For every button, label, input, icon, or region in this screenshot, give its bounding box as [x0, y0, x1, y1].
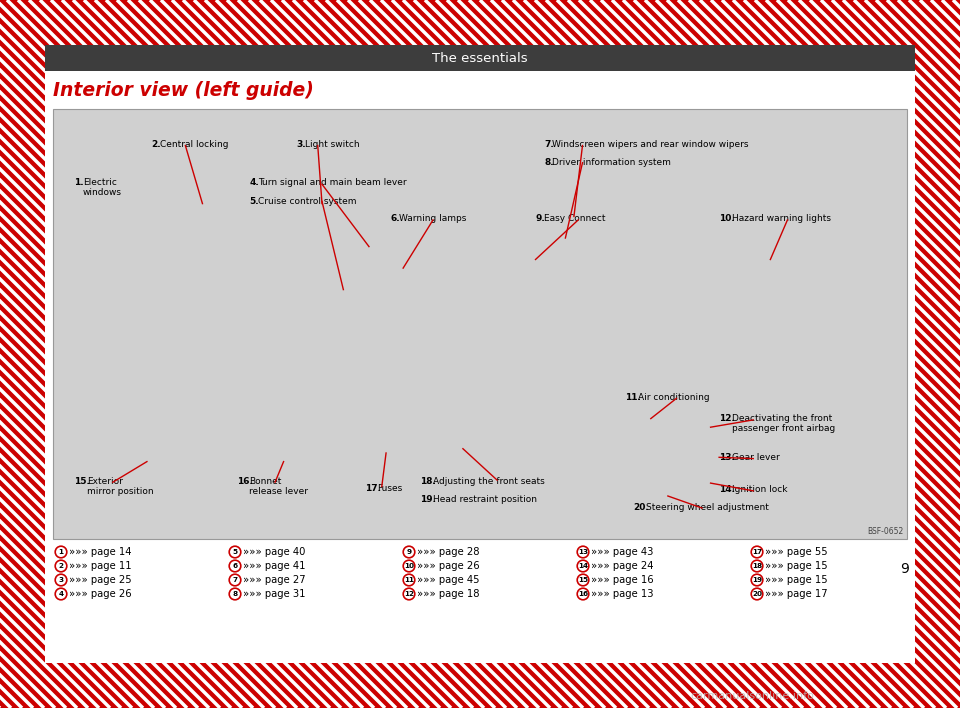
Text: Warning lamps: Warning lamps	[398, 215, 467, 223]
Text: 5.: 5.	[250, 197, 259, 206]
Text: 7: 7	[232, 577, 237, 583]
Text: 20: 20	[752, 591, 762, 597]
Text: 12.: 12.	[719, 414, 735, 423]
Text: Fuses: Fuses	[377, 484, 402, 493]
Text: 2: 2	[59, 563, 63, 569]
Text: 1.: 1.	[74, 178, 84, 187]
Text: »»» page 18: »»» page 18	[417, 589, 479, 599]
Text: 3.: 3.	[297, 140, 306, 149]
Text: windows: windows	[83, 188, 122, 197]
Text: »»» page 24: »»» page 24	[591, 561, 654, 571]
Text: 10: 10	[404, 563, 414, 569]
Text: »»» page 15: »»» page 15	[765, 561, 828, 571]
Text: 10.: 10.	[719, 215, 734, 223]
Text: 4: 4	[59, 591, 63, 597]
Text: 12: 12	[404, 591, 414, 597]
Text: »»» page 14: »»» page 14	[69, 547, 132, 557]
Text: The essentials: The essentials	[432, 52, 528, 64]
Text: »»» page 55: »»» page 55	[765, 547, 828, 557]
Text: 19.: 19.	[420, 495, 436, 504]
Text: Turn signal and main beam lever: Turn signal and main beam lever	[258, 178, 406, 187]
Text: Exterior: Exterior	[87, 476, 123, 486]
Text: 7.: 7.	[544, 140, 554, 149]
Text: carmanualsonline.info: carmanualsonline.info	[690, 691, 814, 701]
Text: »»» page 26: »»» page 26	[69, 589, 132, 599]
Bar	[0, 0, 960, 45]
Text: 20.: 20.	[634, 503, 650, 512]
Text: Steering wheel adjustment: Steering wheel adjustment	[646, 503, 769, 512]
Text: Head restraint position: Head restraint position	[433, 495, 537, 504]
Text: 2.: 2.	[152, 140, 161, 149]
Text: »»» page 13: »»» page 13	[591, 589, 654, 599]
Text: Driver information system: Driver information system	[552, 159, 671, 168]
Text: 11.: 11.	[625, 393, 641, 402]
Text: Easy Connect: Easy Connect	[544, 215, 606, 223]
Text: »»» page 40: »»» page 40	[243, 547, 305, 557]
Text: 9.: 9.	[536, 215, 545, 223]
Bar	[45, 45, 915, 663]
Text: 19: 19	[752, 577, 762, 583]
Text: »»» page 27: »»» page 27	[243, 575, 305, 585]
Text: Central locking: Central locking	[159, 140, 228, 149]
Bar	[0, 663, 960, 708]
Text: »»» page 31: »»» page 31	[243, 589, 305, 599]
Text: 9: 9	[406, 549, 412, 555]
Text: Adjusting the front seats: Adjusting the front seats	[433, 476, 544, 486]
Text: 17.: 17.	[365, 484, 381, 493]
Text: »»» page 15: »»» page 15	[765, 575, 828, 585]
Text: Light switch: Light switch	[304, 140, 359, 149]
Text: »»» page 16: »»» page 16	[591, 575, 654, 585]
Text: Cruise control system: Cruise control system	[258, 197, 356, 206]
Text: Ignition lock: Ignition lock	[732, 485, 787, 494]
Text: passenger front airbag: passenger front airbag	[732, 424, 835, 433]
Text: Interior view (left guide): Interior view (left guide)	[53, 81, 314, 100]
Text: Electric: Electric	[83, 178, 116, 187]
Text: release lever: release lever	[250, 486, 308, 496]
Text: Windscreen wipers and rear window wipers: Windscreen wipers and rear window wipers	[552, 140, 749, 149]
Text: Hazard warning lights: Hazard warning lights	[732, 215, 830, 223]
Text: 3: 3	[59, 577, 63, 583]
Text: 14: 14	[578, 563, 588, 569]
Text: »»» page 17: »»» page 17	[765, 589, 828, 599]
Text: BSF-0652: BSF-0652	[867, 527, 903, 536]
Text: Bonnet: Bonnet	[250, 476, 281, 486]
Text: 13: 13	[578, 549, 588, 555]
Text: 8.: 8.	[544, 159, 554, 168]
Text: 15: 15	[578, 577, 588, 583]
Text: »»» page 45: »»» page 45	[417, 575, 479, 585]
Bar	[45, 45, 915, 71]
Bar	[53, 109, 907, 539]
Text: »»» page 26: »»» page 26	[417, 561, 480, 571]
Bar	[0, 45, 45, 663]
Text: 8: 8	[232, 591, 237, 597]
Text: 11: 11	[404, 577, 414, 583]
Text: 4.: 4.	[250, 178, 259, 187]
Text: 6: 6	[232, 563, 237, 569]
Text: »»» page 28: »»» page 28	[417, 547, 479, 557]
Text: 1: 1	[59, 549, 63, 555]
Text: mirror position: mirror position	[87, 486, 154, 496]
Text: 13.: 13.	[719, 453, 735, 462]
Text: 15.: 15.	[74, 476, 90, 486]
Text: »»» page 41: »»» page 41	[243, 561, 305, 571]
Text: Air conditioning: Air conditioning	[637, 393, 709, 402]
Text: 9: 9	[900, 562, 909, 576]
Bar	[915, 45, 960, 663]
Text: »»» page 43: »»» page 43	[591, 547, 654, 557]
Text: »»» page 25: »»» page 25	[69, 575, 132, 585]
Text: Deactivating the front: Deactivating the front	[732, 414, 832, 423]
Text: 18.: 18.	[420, 476, 436, 486]
Text: 5: 5	[232, 549, 237, 555]
Text: »»» page 11: »»» page 11	[69, 561, 132, 571]
Text: 14.: 14.	[719, 485, 735, 494]
Text: 16.: 16.	[236, 476, 252, 486]
Text: 17: 17	[752, 549, 762, 555]
Text: 6.: 6.	[391, 215, 400, 223]
Text: 18: 18	[752, 563, 762, 569]
Text: Gear lever: Gear lever	[732, 453, 780, 462]
Text: 16: 16	[578, 591, 588, 597]
